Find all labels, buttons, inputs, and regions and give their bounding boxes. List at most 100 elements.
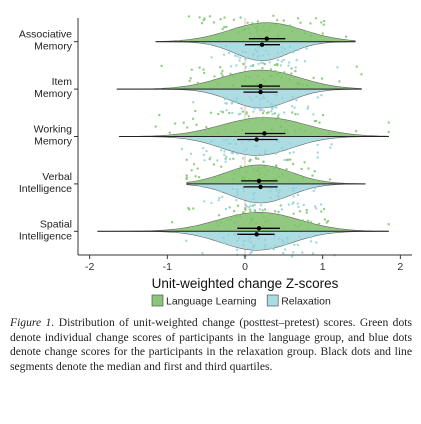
- language-learning-dot: [247, 115, 250, 118]
- relaxation-dot: [281, 239, 284, 242]
- relaxation-dot: [219, 145, 222, 149]
- language-learning-dot: [290, 67, 293, 70]
- language-learning-dot: [279, 204, 282, 207]
- language-learning-dot: [259, 29, 263, 32]
- relaxation-violin: [116, 88, 362, 109]
- language-learning-dot: [277, 210, 280, 214]
- language-learning-dot: [293, 224, 296, 227]
- language-learning-dot: [303, 129, 307, 133]
- relaxation-dot: [298, 236, 301, 239]
- language-learning-dot: [252, 168, 255, 171]
- relaxation-dot: [295, 99, 298, 102]
- language-learning-dot: [198, 16, 201, 19]
- language-learning-dot: [340, 132, 344, 135]
- language-learning-dot: [267, 219, 270, 222]
- category-group: [118, 109, 390, 163]
- language-learning-dot: [267, 111, 270, 114]
- language-learning-dot: [321, 113, 325, 117]
- language-learning-dot: [320, 21, 323, 24]
- relaxation-dot: [250, 241, 253, 244]
- language-learning-dot: [285, 168, 288, 171]
- relaxation-dot: [282, 53, 285, 56]
- language-learning-dot: [216, 82, 220, 85]
- language-learning-dot: [304, 32, 307, 35]
- language-learning-dot: [173, 122, 177, 125]
- language-learning-dot: [247, 27, 250, 30]
- relaxation-dot: [312, 113, 315, 116]
- language-learning-dot: [242, 29, 245, 32]
- language-learning-dot: [188, 79, 191, 83]
- relaxation-dot: [282, 58, 285, 61]
- relaxation-dot: [227, 234, 230, 237]
- relaxation-dot: [287, 203, 290, 206]
- language-learning-dot: [262, 224, 265, 227]
- relaxation-dot: [283, 111, 286, 114]
- language-learning-dot: [299, 128, 302, 131]
- relaxation-dot: [219, 110, 223, 113]
- language-learning-dot: [216, 131, 220, 135]
- language-learning-dot: [256, 69, 259, 73]
- language-learning-dot: [254, 221, 258, 225]
- language-learning-dot: [277, 33, 280, 37]
- language-learning-dot: [298, 210, 302, 213]
- language-learning-dot: [191, 117, 195, 121]
- language-learning-dot: [278, 175, 281, 178]
- relaxation-dot: [259, 97, 262, 101]
- language-learning-dot: [253, 210, 257, 213]
- language-learning-dot: [268, 117, 272, 120]
- relaxation-dot: [290, 255, 294, 258]
- language-learning-dot: [292, 26, 295, 29]
- relaxation-dot: [292, 251, 295, 254]
- language-learning-dot: [209, 111, 213, 115]
- relaxation-dot: [234, 54, 237, 57]
- language-learning-dot: [285, 158, 289, 162]
- language-learning-dot: [239, 165, 242, 168]
- relaxation-dot: [261, 54, 265, 57]
- relaxation-dot: [238, 59, 241, 62]
- language-learning-dot: [290, 72, 293, 75]
- language-learning-dot: [168, 131, 171, 134]
- language-learning-dot: [229, 72, 232, 76]
- language-learning-dot: [249, 158, 252, 161]
- language-learning-dot: [258, 173, 261, 176]
- language-learning-dot: [224, 157, 227, 160]
- language-learning-dot: [242, 62, 245, 66]
- relaxation-dot: [242, 190, 245, 193]
- relaxation-dot: [304, 188, 307, 191]
- relaxation-dot: [276, 194, 279, 197]
- category-group: [116, 62, 363, 116]
- relaxation-dot: [288, 142, 292, 145]
- language-learning-dot: [235, 214, 238, 217]
- relaxation-dot: [291, 95, 294, 98]
- relaxation-dot: [264, 151, 267, 155]
- relaxation-dot: [281, 50, 284, 53]
- relaxation-dot: [227, 142, 230, 145]
- language-learning-dot: [306, 219, 310, 222]
- relaxation-dot: [297, 205, 300, 209]
- relaxation-dot: [269, 247, 273, 250]
- language-learning-dot: [270, 128, 273, 131]
- relaxation-dot: [281, 97, 284, 100]
- relaxation-dot: [277, 196, 280, 199]
- language-learning-dot: [261, 78, 265, 81]
- relaxation-dot: [257, 58, 261, 62]
- relaxation-dot: [296, 243, 300, 247]
- relaxation-dot: [250, 250, 254, 254]
- language-learning-dot: [320, 210, 323, 213]
- language-learning-dot: [249, 221, 252, 224]
- language-learning-dot: [256, 29, 259, 32]
- relaxation-dot: [287, 61, 291, 64]
- language-learning-dot: [249, 31, 252, 35]
- language-learning-dot: [323, 218, 326, 221]
- language-learning-median-dot: [264, 36, 269, 41]
- relaxation-dot: [258, 152, 261, 156]
- language-learning-dot: [309, 34, 312, 37]
- relaxation-dot: [295, 58, 298, 62]
- figure-caption-label: Figure 1.: [10, 316, 55, 329]
- language-learning-dot: [261, 118, 264, 122]
- language-learning-dot: [305, 211, 308, 214]
- relaxation-dot: [233, 138, 236, 142]
- language-learning-dot: [257, 167, 260, 170]
- relaxation-dot: [224, 44, 228, 48]
- relaxation-dot: [235, 248, 239, 251]
